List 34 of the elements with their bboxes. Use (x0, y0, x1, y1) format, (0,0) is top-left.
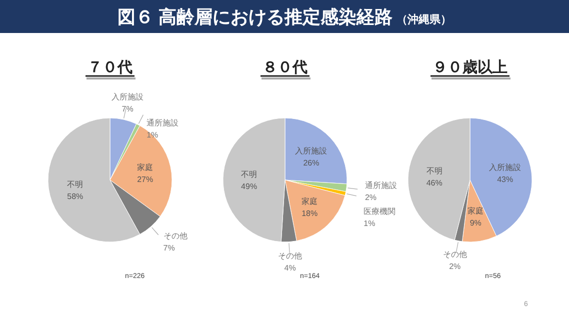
data-label: 7% (163, 243, 175, 252)
slice-label: 家庭 (137, 163, 154, 172)
data-label: 2% (449, 262, 461, 272)
slice-label: 不明 (426, 166, 442, 176)
slice-label: 入所施設 (295, 146, 328, 156)
data-label: 2% (364, 193, 377, 202)
chart-title: ７０代 (88, 59, 132, 76)
data-label: 26% (303, 158, 320, 168)
text: 図６ 高齢層における推定感染経路 (117, 7, 393, 27)
data-label: 1% (364, 219, 376, 228)
slice-label: 家庭 (302, 197, 318, 206)
data-label: 18% (302, 209, 318, 218)
slice-label: 入所施設 (489, 163, 522, 172)
data-label: 46% (426, 178, 442, 188)
data-label: 58% (67, 192, 84, 201)
data-label: 43% (497, 175, 514, 184)
slice-label: その他 (278, 251, 302, 260)
text: （沖縄県） (396, 13, 452, 26)
slice-label: 不明 (67, 180, 84, 189)
slice-label: その他 (442, 250, 467, 260)
data-label: 49% (241, 182, 258, 191)
data-label: 7% (122, 104, 134, 114)
slice-label: 入所施設 (112, 92, 144, 102)
chart-title: ８０代 (262, 59, 308, 76)
data-label: 27% (137, 175, 154, 184)
slice-label: 通所施設 (146, 118, 179, 128)
chart-title: ９０歳以上 (432, 59, 508, 76)
data-label: 4% (284, 263, 296, 272)
data-label: 9% (470, 218, 482, 228)
slice-label: その他 (163, 231, 188, 240)
slice-label: 医療機関 (364, 207, 396, 216)
slice-label: 通所施設 (364, 181, 397, 190)
slice-label: 家庭 (468, 206, 484, 216)
slice-label: 不明 (241, 170, 258, 179)
